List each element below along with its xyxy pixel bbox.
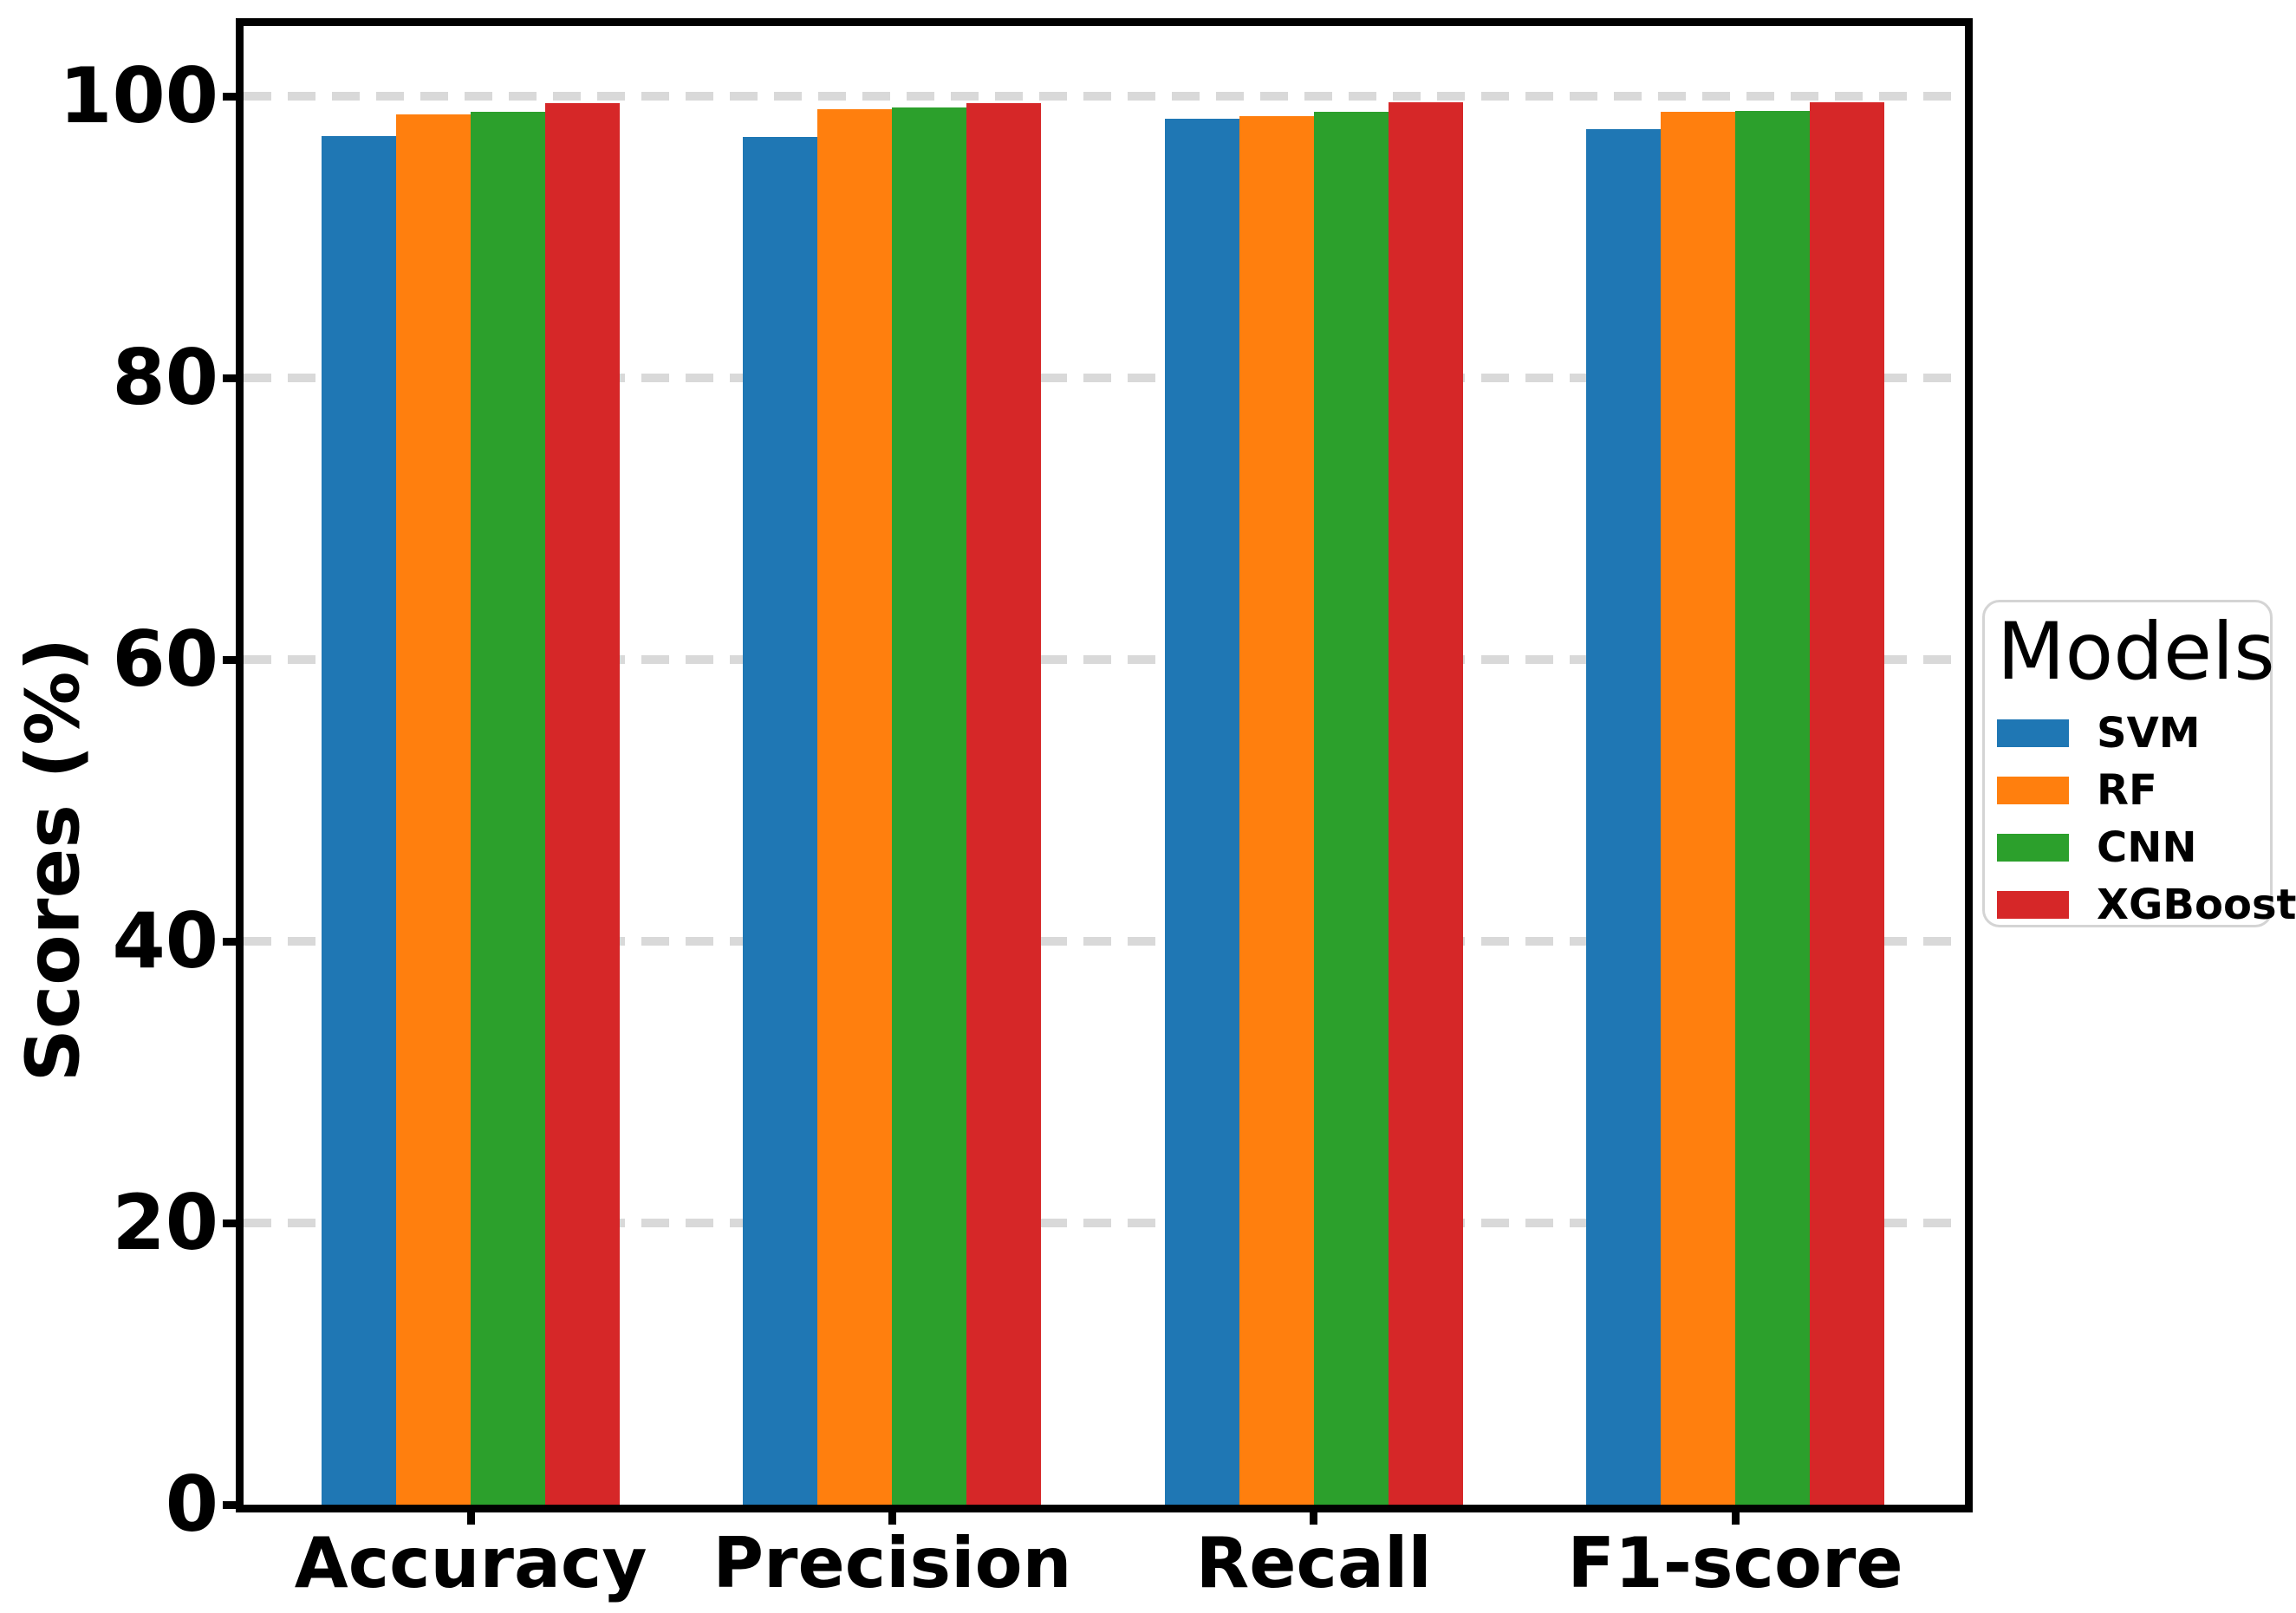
bar-svm-recall — [1164, 119, 1239, 1505]
bar-svm-precision — [743, 137, 818, 1505]
y-tick-mark-20 — [223, 1219, 237, 1227]
y-tick-label-20: 20 — [112, 1178, 218, 1268]
legend-swatch-rf — [1997, 776, 2069, 804]
bar-svm-accuracy — [322, 135, 397, 1505]
legend-item-cnn: CNN — [1997, 819, 2270, 876]
legend-label-svm: SVM — [2097, 708, 2201, 758]
legend-item-svm: SVM — [1997, 705, 2270, 762]
plot-area — [244, 26, 1965, 1505]
gridline-y60 — [244, 655, 1965, 665]
legend-items: SVM RF CNN XGBoost — [1997, 705, 2296, 933]
x-tick-mark-precision — [888, 1512, 896, 1525]
x-tick-mark-f1-score — [1731, 1512, 1740, 1525]
bar-rf-f1-score — [1661, 112, 1736, 1505]
y-tick-label-40: 40 — [112, 896, 218, 986]
bar-cnn-accuracy — [471, 112, 546, 1505]
gridline-y100 — [244, 92, 1965, 101]
y-tick-label-100: 100 — [59, 51, 218, 141]
legend-swatch-cnn — [1997, 833, 2069, 862]
bar-xgboost-recall — [1388, 101, 1463, 1505]
bar-cnn-f1-score — [1735, 110, 1811, 1505]
legend-item-rf: RF — [1997, 762, 2270, 819]
legend-label-xgboost: XGBoost — [2097, 880, 2296, 929]
bar-rf-recall — [1239, 116, 1314, 1505]
bar-rf-precision — [817, 108, 893, 1505]
x-tick-label-f1-score: F1-score — [1567, 1523, 1903, 1603]
x-tick-label-precision: Precision — [712, 1523, 1072, 1603]
x-tick-label-recall: Recall — [1195, 1523, 1432, 1603]
legend-label-cnn: CNN — [2097, 823, 2197, 872]
y-tick-mark-100 — [223, 92, 237, 101]
gridline-y80 — [244, 374, 1965, 383]
bar-xgboost-accuracy — [545, 103, 621, 1505]
legend-title: Models — [1997, 607, 2275, 698]
bar-svm-f1-score — [1586, 128, 1662, 1505]
x-tick-label-accuracy: Accuracy — [294, 1523, 647, 1603]
legend: Models SVM RF CNN XGBoost — [1982, 600, 2296, 927]
gridline-y40 — [244, 937, 1965, 946]
bar-cnn-precision — [892, 107, 967, 1505]
y-axis-label: Scores (%) — [10, 637, 97, 1083]
y-tick-mark-80 — [223, 374, 237, 382]
gridline-y20 — [244, 1219, 1965, 1228]
legend-label-rf: RF — [2097, 765, 2157, 815]
bar-xgboost-precision — [966, 103, 1042, 1505]
y-tick-mark-0 — [223, 1500, 237, 1509]
legend-swatch-svm — [1997, 719, 2069, 747]
legend-item-xgboost: XGBoost — [1997, 876, 2296, 933]
x-tick-mark-recall — [1310, 1512, 1318, 1525]
y-tick-mark-60 — [223, 655, 237, 664]
y-tick-mark-40 — [223, 937, 237, 946]
bar-cnn-recall — [1313, 112, 1389, 1505]
y-tick-label-80: 80 — [112, 333, 218, 423]
y-tick-label-60: 60 — [112, 615, 218, 705]
bar-xgboost-f1-score — [1810, 101, 1885, 1505]
bar-rf-accuracy — [396, 114, 472, 1505]
y-tick-label-0: 0 — [165, 1460, 218, 1549]
legend-swatch-xgboost — [1997, 890, 2069, 919]
x-tick-mark-accuracy — [466, 1512, 475, 1525]
